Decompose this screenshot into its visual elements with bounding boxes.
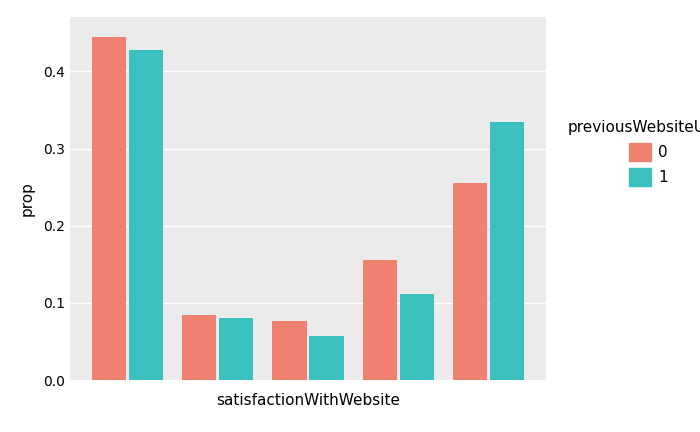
Bar [309, 336, 344, 380]
Bar [490, 121, 524, 380]
Bar [92, 37, 126, 380]
Bar [400, 295, 434, 380]
Bar [272, 321, 307, 380]
Bar [129, 50, 163, 380]
Bar [182, 314, 216, 380]
X-axis label: satisfactionWithWebsite: satisfactionWithWebsite [216, 394, 400, 408]
Bar [453, 183, 487, 380]
Bar [363, 260, 397, 380]
Bar [219, 318, 253, 380]
Legend: 0, 1: 0, 1 [564, 116, 700, 191]
Y-axis label: prop: prop [20, 181, 35, 216]
